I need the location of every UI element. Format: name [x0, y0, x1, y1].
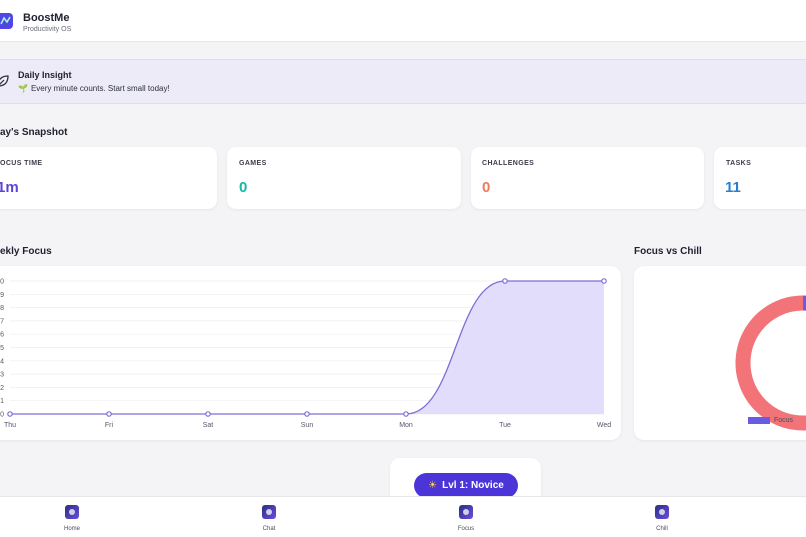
data-point — [502, 278, 508, 284]
legend-label-focus: Focus — [774, 417, 794, 424]
focus-vs-chill-chart — [735, 295, 806, 431]
y-tick-label: 0 — [0, 412, 4, 419]
nav-label: Home — [63, 526, 80, 532]
home-icon — [65, 505, 79, 519]
donut-slice-chill — [735, 295, 806, 431]
data-point — [403, 411, 409, 417]
x-tick-label: Thu — [4, 422, 16, 429]
nav-item-chat[interactable]: Chat — [229, 497, 309, 537]
sun-icon: ☀ — [428, 480, 438, 491]
stat-label: TASKS — [726, 160, 752, 167]
donut-legend: Focus — [748, 417, 806, 424]
insight-message: Every minute counts. Start small today! — [30, 84, 170, 93]
stat-card-tasks: TASKS 11 — [714, 147, 806, 209]
y-tick-label: 5 — [0, 345, 4, 352]
area-fill — [10, 281, 604, 414]
leaf-icon — [0, 75, 9, 87]
legend-swatch-focus — [748, 417, 770, 424]
nav-item-home[interactable]: Home — [32, 497, 112, 537]
insight-text: 🌱 Every minute counts. Start small today! — [18, 84, 170, 93]
stat-card-focus-time: OCUS TIME 1m — [0, 147, 217, 209]
nav-label: Chill — [656, 526, 668, 532]
y-tick-label: 8 — [0, 305, 4, 312]
bottom-nav: Home Chat Focus Chill — [0, 496, 806, 537]
stat-card-challenges: CHALLENGES 0 — [471, 147, 704, 209]
y-tick-label: 6 — [0, 332, 4, 339]
insight-title: Daily Insight — [18, 70, 72, 80]
daily-insight-banner — [0, 59, 806, 104]
nav-item-chill[interactable]: Chill — [622, 497, 702, 537]
chill-icon — [655, 505, 669, 519]
stat-card-games: GAMES 0 — [227, 147, 461, 209]
sprout-icon: 🌱 — [18, 84, 28, 93]
y-tick-label: 9 — [0, 292, 4, 299]
level-badge-button[interactable]: ☀ Lvl 1: Novice — [414, 473, 518, 498]
nav-label: Focus — [457, 526, 475, 532]
focus-icon — [459, 505, 473, 519]
data-point — [7, 411, 13, 417]
legend-swatch-chill — [799, 417, 806, 424]
y-tick-label: 3 — [0, 372, 4, 379]
nav-label: Chat — [262, 526, 276, 532]
brand: BoostMe Productivity OS — [23, 12, 71, 33]
stat-value: 0 — [239, 179, 248, 196]
x-tick-label: Wed — [597, 422, 611, 429]
app-subtitle: Productivity OS — [23, 26, 72, 33]
app-header: BoostMe Productivity OS — [0, 0, 806, 42]
brand-logo-icon — [0, 13, 13, 29]
stat-value: 11 — [725, 179, 741, 196]
snapshot-title: ay's Snapshot — [0, 127, 68, 138]
x-tick-label: Tue — [499, 422, 511, 429]
data-point — [304, 411, 310, 417]
y-tick-label: 4 — [0, 358, 4, 365]
data-point — [205, 411, 211, 417]
stat-value: 0 — [482, 179, 491, 196]
chat-icon — [262, 505, 276, 519]
stat-label: OCUS TIME — [0, 160, 43, 167]
y-tick-label: 2 — [0, 385, 4, 392]
x-tick-label: Sat — [203, 422, 214, 429]
y-tick-label: 7 — [0, 318, 4, 325]
data-point — [106, 411, 112, 417]
stat-label: CHALLENGES — [482, 160, 535, 167]
donut-slice-focus — [802, 295, 806, 311]
stat-label: GAMES — [239, 160, 267, 167]
x-tick-label: Mon — [399, 422, 413, 429]
y-tick-label: 1 — [0, 398, 4, 405]
x-tick-label: Sun — [301, 422, 314, 429]
weekly-focus-title: ekly Focus — [0, 246, 52, 257]
x-tick-label: Fri — [105, 422, 114, 429]
y-tick-label: 0 — [0, 279, 4, 286]
nav-item-focus[interactable]: Focus — [426, 497, 506, 537]
level-label: Lvl 1: Novice — [442, 480, 504, 491]
stat-value: 1m — [0, 179, 19, 196]
app-name: BoostMe — [23, 12, 70, 24]
data-point — [601, 278, 607, 284]
focus-vs-chill-title: Focus vs Chill — [634, 246, 702, 257]
